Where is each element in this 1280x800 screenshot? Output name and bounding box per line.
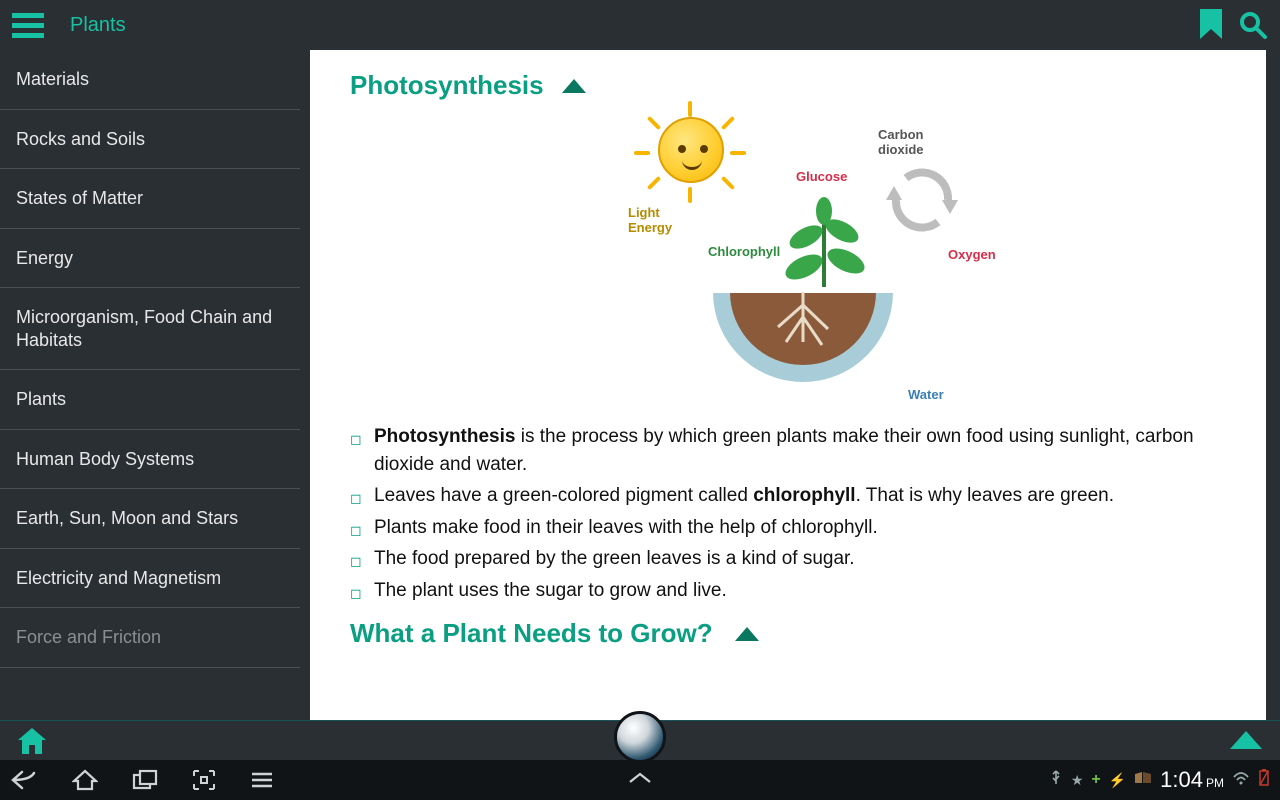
- bullet-icon: ◻: [350, 583, 364, 603]
- plus-icon: +: [1091, 771, 1100, 789]
- orb-button[interactable]: [614, 711, 666, 763]
- app-header: Plants: [0, 0, 1280, 50]
- list-item: ◻ The food prepared by the green leaves …: [350, 545, 1226, 573]
- bookmark-icon[interactable]: [1198, 9, 1224, 41]
- list-item: ◻ The plant uses the sugar to grow and l…: [350, 577, 1226, 605]
- label-light-energy: Light Energy: [628, 205, 672, 235]
- star-icon: ★: [1071, 772, 1084, 789]
- page-title: Plants: [70, 14, 126, 37]
- sidebar-item[interactable]: Earth, Sun, Moon and Stars: [0, 489, 300, 549]
- sidebar-item[interactable]: Rocks and Soils: [0, 110, 300, 170]
- back-icon[interactable]: [10, 769, 38, 791]
- sidebar-item[interactable]: Microorganism, Food Chain and Habitats: [0, 288, 300, 370]
- sidebar-item[interactable]: Materials: [0, 50, 300, 110]
- collapse-icon[interactable]: [735, 627, 759, 641]
- search-icon[interactable]: [1238, 10, 1268, 40]
- next-section-title: What a Plant Needs to Grow?: [350, 618, 713, 649]
- label-water: Water: [908, 387, 944, 402]
- scroll-up-icon[interactable]: [1230, 731, 1262, 749]
- usb-icon: [1049, 770, 1063, 791]
- sun-icon: [658, 117, 724, 183]
- sidebar-item[interactable]: Energy: [0, 229, 300, 289]
- photosynthesis-diagram: Light Energy Glucose Carbon dioxide Chlo…: [528, 109, 1048, 409]
- home-icon[interactable]: [16, 726, 48, 756]
- list-item: ◻ Leaves have a green-colored pigment ca…: [350, 482, 1226, 510]
- sidebar-item[interactable]: Plants: [0, 370, 300, 430]
- label-glucose: Glucose: [796, 169, 847, 184]
- bullet-list: ◻ Photosynthesis is the process by which…: [350, 423, 1226, 604]
- wifi-icon: [1232, 771, 1250, 790]
- system-bar: ★ + ⚡ 1:04PM: [0, 760, 1280, 800]
- bullet-icon: ◻: [350, 429, 364, 449]
- collapse-icon[interactable]: [562, 79, 586, 93]
- menu-icon[interactable]: [12, 13, 44, 38]
- content-panel: Photosynthesis Light Energy Glucose Carb…: [310, 50, 1266, 720]
- label-oxygen: Oxygen: [948, 247, 996, 262]
- bullet-icon: ◻: [350, 488, 364, 508]
- cycle-arrows-icon: [886, 164, 958, 236]
- sidebar: Materials Rocks and Soils States of Matt…: [0, 50, 300, 720]
- section-title: Photosynthesis: [350, 70, 544, 101]
- screenshot-icon[interactable]: [192, 769, 216, 791]
- sidebar-item[interactable]: Human Body Systems: [0, 430, 300, 490]
- list-item: ◻ Plants make food in their leaves with …: [350, 514, 1226, 542]
- sys-menu-icon[interactable]: [250, 771, 274, 789]
- sidebar-item[interactable]: Electricity and Magnetism: [0, 549, 300, 609]
- sidebar-item[interactable]: States of Matter: [0, 169, 300, 229]
- bullet-icon: ◻: [350, 520, 364, 540]
- book-icon: [1134, 771, 1152, 790]
- bolt-icon: ⚡: [1109, 772, 1126, 789]
- sidebar-item[interactable]: Force and Friction: [0, 608, 300, 668]
- list-item: ◻ Photosynthesis is the process by which…: [350, 423, 1226, 478]
- home-icon[interactable]: [72, 769, 98, 791]
- soil-icon: [708, 287, 898, 387]
- bullet-icon: ◻: [350, 551, 364, 571]
- expand-up-icon[interactable]: [626, 771, 654, 790]
- app-footer: [0, 720, 1280, 760]
- clock[interactable]: 1:04PM: [1160, 767, 1224, 793]
- recent-apps-icon[interactable]: [132, 769, 158, 791]
- battery-icon: [1258, 769, 1270, 792]
- label-co2: Carbon dioxide: [878, 127, 924, 157]
